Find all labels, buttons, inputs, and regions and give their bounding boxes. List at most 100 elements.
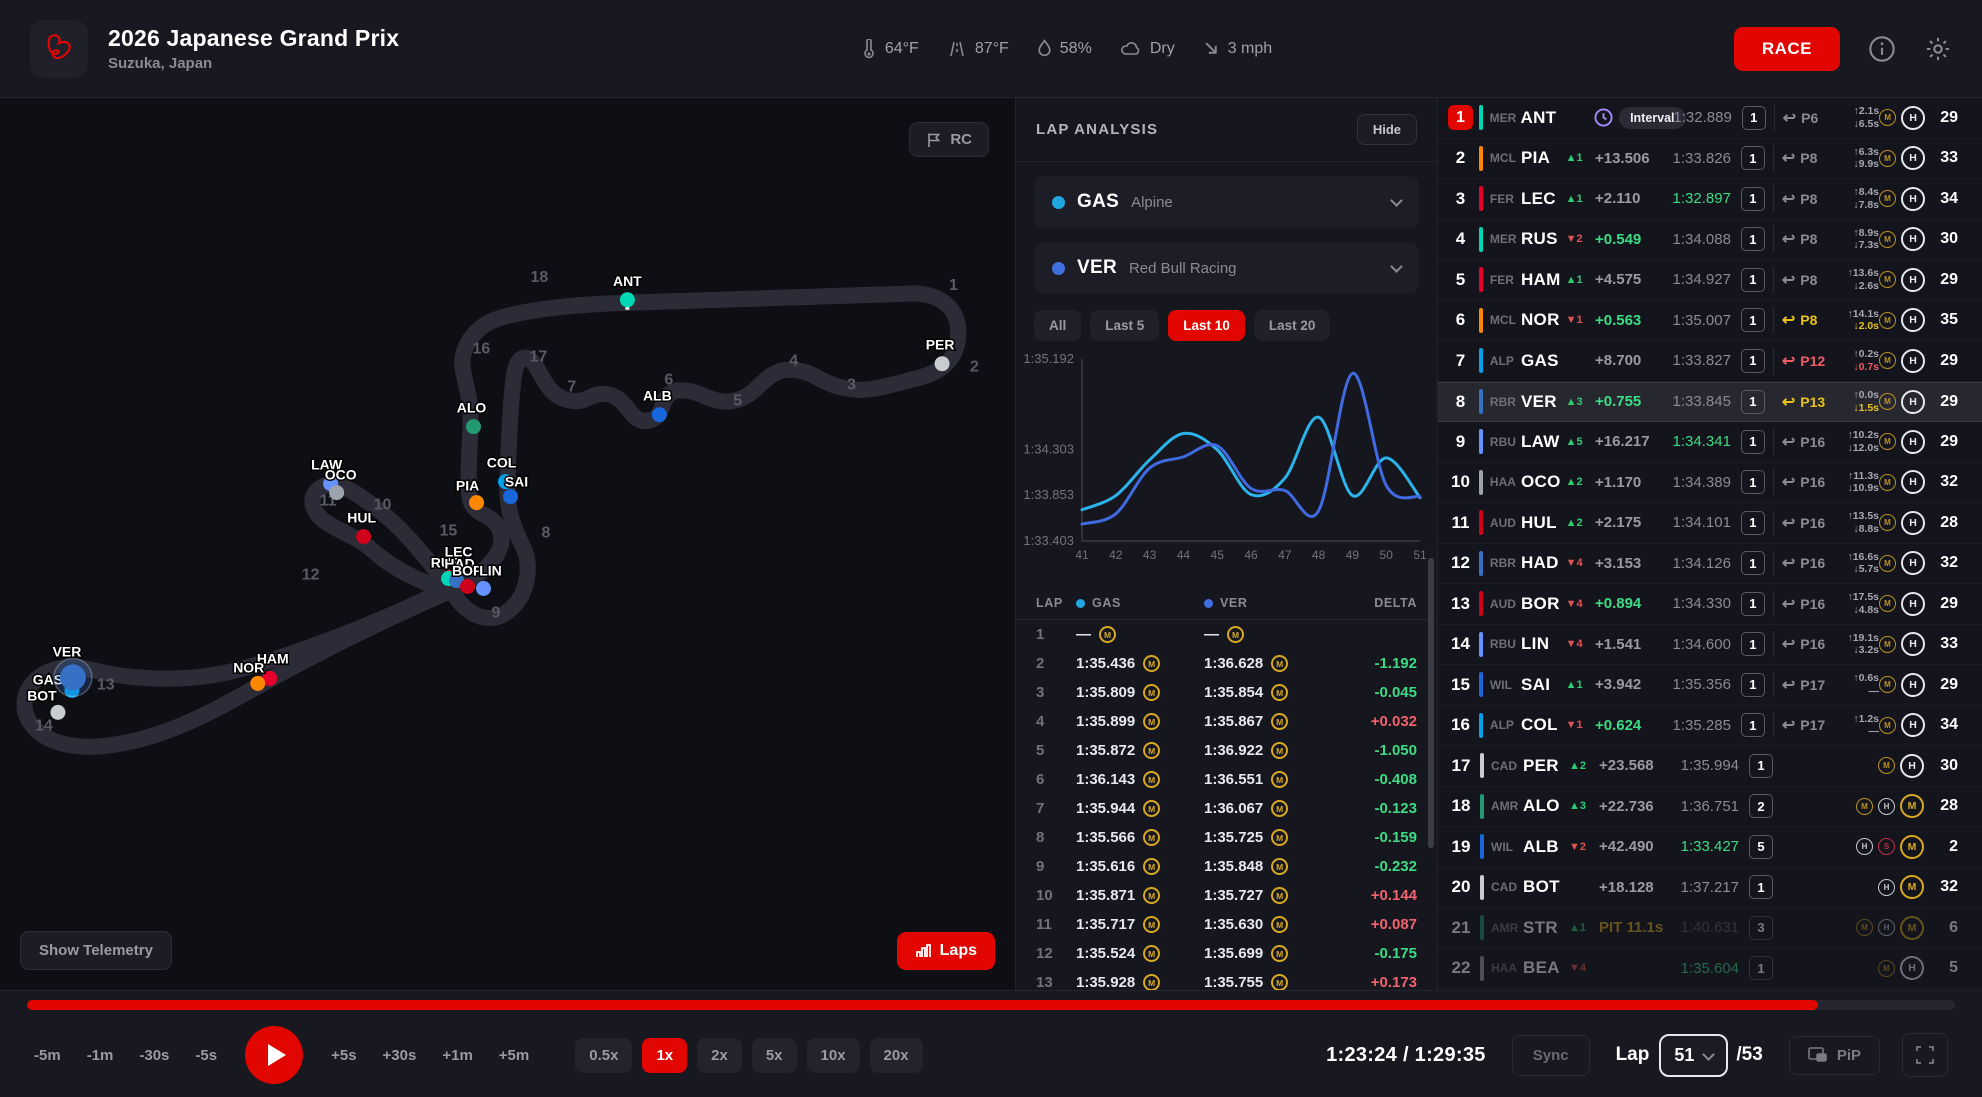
driver-select-2[interactable]: VER Red Bull Racing [1034, 242, 1419, 294]
divider [1772, 550, 1774, 577]
lap-table-row: 11 1:35.717 M 1:35.630 M +0.087 [1016, 910, 1437, 939]
skip--30s[interactable]: -30s [139, 1046, 170, 1064]
table-row-p1[interactable]: 1 MER ANT Interval 1:32.889 1 ↩ P6 ↑2.1s ↓6.5s M H 2… [1438, 98, 1982, 139]
pit-window-deltas: ↑13.6s ↓2.6s [1840, 267, 1879, 292]
turn-8: 8 [541, 525, 550, 542]
table-row-p8[interactable]: 8 RBR VER ▲3 +0.755 1:33.845 1 ↩ P13 ↑0.0s ↓1.5s M H… [1438, 381, 1982, 422]
table-row-p22[interactable]: 22 HAA BEA ▼4 1:35.604 1 M H 5 [1438, 949, 1982, 989]
table-row-p9[interactable]: 9 RBU LAW ▲5 +16.217 1:34.341 1 ↩ P16 ↑10.2s ↓12.0… [1438, 422, 1982, 463]
table-row-p5[interactable]: 5 FER HAM ▲1 +4.575 1:34.927 1 ↩ P8 ↑13.6s ↓2.6s M H… [1438, 260, 1982, 301]
speed-2x[interactable]: 2x [697, 1037, 742, 1073]
filter-last-5[interactable]: Last 5 [1090, 310, 1160, 341]
car-alo[interactable]: ALO [455, 398, 488, 435]
speed-20x[interactable]: 20x [869, 1037, 923, 1073]
table-row-p13[interactable]: 13 AUD BOR ▼4 +0.894 1:34.330 1 ↩ P16 ↑17.5s ↓4.8s… [1438, 584, 1982, 625]
table-row-p6[interactable]: 6 MCL NOR ▼1 +0.563 1:35.007 1 ↩ P8 ↑14.1s ↓2.0s M H… [1438, 301, 1982, 341]
position-change: ▼2 [1565, 233, 1583, 246]
filter-all[interactable]: All [1034, 310, 1082, 341]
skip--5m[interactable]: -5m [34, 1046, 61, 1064]
play-icon [267, 1044, 286, 1066]
speed-1x[interactable]: 1x [642, 1037, 688, 1073]
interval-pill[interactable]: Interval [1619, 106, 1686, 129]
filter-last-10[interactable]: Last 10 [1168, 310, 1245, 341]
show-telemetry-button[interactable]: Show Telemetry [20, 931, 172, 970]
panel-scrollbar[interactable] [1428, 558, 1434, 848]
svg-text:HAD: HAD [444, 556, 474, 572]
position-change: ▲1 [1565, 152, 1583, 165]
settings-button[interactable] [1924, 35, 1952, 63]
car-lin[interactable]: LIN [476, 561, 503, 597]
team-color-bar [1479, 226, 1483, 252]
table-row-p15[interactable]: 15 WIL SAI ▲1 +3.942 1:35.356 1 ↩ P17 ↑0.6s — M H 29 [1438, 665, 1982, 706]
speed-10x[interactable]: 10x [806, 1037, 860, 1073]
table-row-p18[interactable]: 18 AMR ALO ▲3 +22.736 1:36.751 2 M H M 28 [1438, 787, 1982, 827]
car-oco[interactable]: OCO [323, 465, 358, 501]
last-lap-time: 1:34.600 [1672, 635, 1731, 653]
tire-age: 5 [1949, 959, 1958, 977]
skip-+30s[interactable]: +30s [382, 1046, 417, 1064]
fullscreen-button[interactable] [1902, 1033, 1948, 1077]
table-row-p10[interactable]: 10 HAA OCO ▲2 +1.170 1:34.389 1 ↩ P16 ↑11.3s ↓10.9… [1438, 463, 1982, 503]
car-pia[interactable]: PIA [454, 476, 485, 511]
race-control-button[interactable]: RC [909, 122, 989, 157]
laps-button[interactable]: Laps [896, 932, 995, 970]
table-row-p17[interactable]: 17 CAD PER ▲2 +23.568 1:35.994 1 M H 30 [1438, 746, 1982, 787]
car-per[interactable]: PER [924, 335, 956, 372]
pit-count-box: 1 [1741, 105, 1766, 130]
car-ham[interactable]: HAM [255, 649, 290, 686]
hide-panel-button[interactable]: Hide [1356, 114, 1417, 145]
delta-ahead: ↑0.6s [1853, 672, 1879, 685]
skip--1m[interactable]: -1m [86, 1046, 114, 1064]
table-row-p19[interactable]: 19 WIL ALB ▼2 +42.490 1:33.427 5 H S M 2 [1438, 827, 1982, 868]
car-had[interactable]: HAD [443, 554, 476, 589]
gap: +23.568 [1599, 757, 1654, 775]
table-row-p3[interactable]: 3 FER LEC ▲1 +2.110 1:32.897 1 ↩ P8 ↑8.4s ↓7.8s M H 3… [1438, 179, 1982, 220]
pip-button[interactable]: PiP [1788, 1035, 1880, 1075]
team-color-bar [1479, 267, 1483, 293]
medium-tire-icon: M [1879, 676, 1896, 694]
car-ant[interactable]: ANT [612, 271, 644, 308]
car-nor[interactable]: NOR [232, 658, 266, 691]
car-col[interactable]: COL [485, 453, 518, 490]
car-sai[interactable]: SAI [502, 472, 530, 505]
team-color-bar [1479, 348, 1483, 374]
driver-code: LAW [1520, 431, 1560, 451]
table-row-p7[interactable]: 7 ALP GAS +8.700 1:33.827 1 ↩ P12 ↑0.2s ↓0.7s M H 29 [1438, 341, 1982, 382]
table-row-p4[interactable]: 4 MER RUS ▼2 +0.549 1:34.088 1 ↩ P8 ↑8.9s ↓7.3s M H 3… [1438, 220, 1982, 260]
skip-+1m[interactable]: +1m [442, 1046, 473, 1064]
car-bot[interactable]: BOT [26, 686, 66, 720]
hard-tire-icon: H [1901, 672, 1925, 697]
chevron-down-icon [1390, 193, 1403, 207]
seek-bar[interactable] [27, 1000, 1955, 1010]
sync-button[interactable]: Sync [1511, 1034, 1590, 1076]
table-row-p2[interactable]: 2 MCL PIA ▲1 +13.506 1:33.826 1 ↩ P8 ↑6.3s ↓9.9s M H… [1438, 139, 1982, 179]
race-button[interactable]: RACE [1733, 26, 1840, 71]
car-alb[interactable]: ALB [641, 386, 673, 423]
play-button[interactable] [245, 1026, 304, 1084]
table-row-p11[interactable]: 11 AUD HUL ▲2 +2.175 1:34.101 1 ↩ P16 ↑13.5s ↓8.8s… [1438, 503, 1982, 544]
skip-+5m[interactable]: +5m [498, 1046, 530, 1064]
table-row-p20[interactable]: 20 CAD BOT +18.128 1:37.217 1 H M 32 [1438, 868, 1982, 908]
skip--5s[interactable]: -5s [195, 1046, 218, 1064]
table-row-p16[interactable]: 16 ALP COL ▼1 +0.624 1:35.285 1 ↩ P17 ↑1.2s — M H 34 [1438, 706, 1982, 746]
car-law[interactable]: LAW [310, 455, 344, 492]
car-ver[interactable]: VER [51, 642, 93, 698]
driver-select-1[interactable]: GAS Alpine [1034, 176, 1419, 228]
car-bor[interactable]: BOR [451, 561, 485, 595]
table-row-p12[interactable]: 12 RBR HAD ▼4 +3.153 1:34.126 1 ↩ P16 ↑16.6s ↓5.7s… [1438, 544, 1982, 584]
skip-+5s[interactable]: +5s [331, 1046, 357, 1064]
position: 4 [1455, 229, 1466, 249]
svg-text:LIN: LIN [479, 563, 502, 579]
speed-0.5x[interactable]: 0.5x [575, 1037, 633, 1073]
lap-selector[interactable]: 51 [1659, 1033, 1729, 1077]
speed-5x[interactable]: 5x [751, 1037, 797, 1073]
turn-16: 16 [473, 341, 491, 358]
medium-tire-icon: M [1271, 800, 1289, 817]
table-row-p14[interactable]: 14 RBU LIN ▼4 +1.541 1:34.600 1 ↩ P16 ↑19.1s ↓3.2s… [1438, 625, 1982, 665]
filter-last-20[interactable]: Last 20 [1253, 310, 1331, 341]
table-row-p21[interactable]: 21 AMR STR ▲1 PIT 11.1s 1:40.631 3 M H M 6 [1438, 908, 1982, 949]
info-button[interactable] [1868, 35, 1896, 63]
car-hul[interactable]: HUL [346, 508, 378, 545]
